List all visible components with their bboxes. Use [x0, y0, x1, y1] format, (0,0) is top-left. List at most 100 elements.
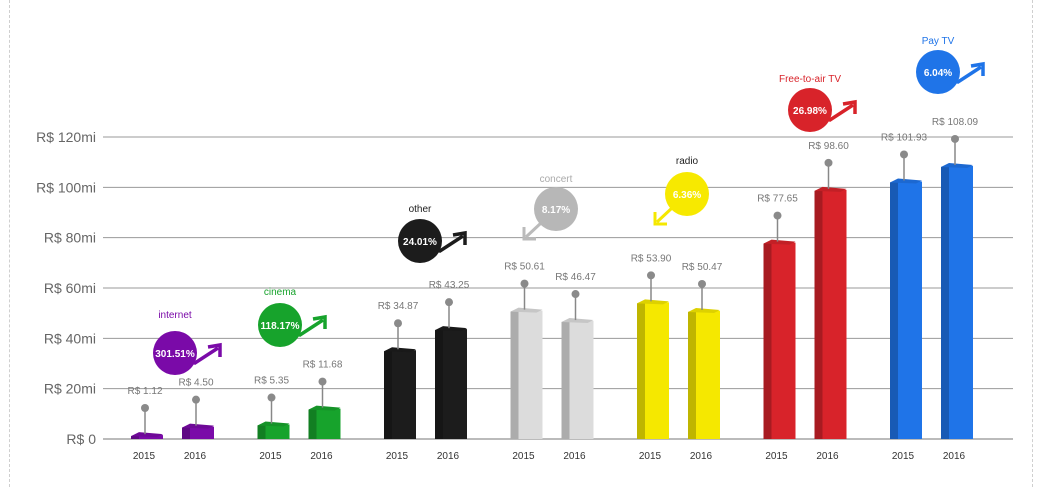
value-label: R$ 4.50 [178, 378, 213, 389]
y-tick-label: R$ 60mi [44, 280, 96, 296]
y-tick-label: R$ 100mi [36, 179, 96, 195]
bar-top [182, 423, 214, 429]
bar-side [814, 187, 823, 439]
value-pin-dot [900, 150, 908, 159]
change-percent: 301.51% [155, 349, 195, 360]
value-label: R$ 108.09 [932, 117, 979, 128]
trend-up-arrow-head [207, 342, 222, 357]
bar-top [688, 307, 720, 313]
value-pin-dot [520, 279, 529, 288]
bar-top [890, 178, 922, 184]
change-bubble [153, 331, 197, 375]
value-pin-dot [571, 290, 580, 299]
bar-side [435, 327, 443, 439]
category-label: cinema [264, 287, 297, 298]
trend-down-arrow-head [522, 227, 536, 241]
y-tick-label: R$ 20mi [44, 381, 96, 397]
value-pin-dot [647, 271, 655, 280]
change-bubble [788, 88, 832, 132]
x-tick-label: 2016 [437, 451, 460, 462]
bar [265, 422, 290, 439]
category-label: internet [158, 310, 192, 321]
trend-up-arrow-head [970, 61, 985, 76]
value-pin-dot [267, 393, 276, 402]
x-tick-label: 2016 [690, 451, 713, 462]
bar [569, 319, 594, 439]
bar [771, 240, 796, 439]
value-pin-dot [951, 134, 959, 143]
x-tick-label: 2016 [943, 451, 966, 462]
x-tick-label: 2015 [133, 451, 156, 462]
value-pin-dot [445, 298, 453, 307]
value-label: R$ 34.87 [378, 301, 419, 312]
bar [392, 348, 416, 439]
value-label: R$ 43.25 [429, 280, 470, 291]
trend-down-arrow-head [653, 212, 667, 226]
x-tick-label: 2015 [765, 451, 788, 462]
chart-frame [9, 0, 1033, 487]
y-tick-label: R$ 0 [66, 431, 96, 447]
bar-side [257, 422, 266, 439]
trend-up-arrow-head [842, 99, 857, 114]
bar-top [435, 326, 467, 332]
value-label: R$ 50.47 [682, 262, 723, 273]
value-label: R$ 11.68 [303, 360, 343, 371]
y-tick-label: R$ 80mi [44, 230, 96, 246]
x-tick-label: 2015 [512, 451, 535, 462]
bar [898, 179, 922, 439]
y-tick-label: R$ 120mi [36, 129, 96, 145]
x-tick-label: 2016 [310, 451, 333, 462]
value-pin-dot [141, 404, 149, 412]
x-tick-label: 2015 [892, 451, 915, 462]
bar-side [763, 240, 772, 439]
bar-top [257, 421, 290, 427]
bar-side [890, 179, 898, 439]
bar-top [814, 186, 847, 192]
change-bubble [665, 172, 709, 216]
bar-side [637, 300, 645, 439]
y-tick-label: R$ 40mi [44, 330, 96, 346]
bar [316, 406, 341, 439]
category-label: other [409, 204, 432, 215]
bar-top [384, 347, 416, 353]
bar-side [510, 308, 519, 439]
x-tick-label: 2016 [816, 451, 839, 462]
bar-side [688, 308, 696, 439]
value-label: R$ 5.35 [254, 376, 289, 387]
bar-top [637, 299, 669, 305]
change-bubble [534, 187, 578, 231]
bar-top [763, 239, 796, 245]
change-percent: 6.36% [673, 190, 701, 201]
value-label: R$ 101.93 [881, 132, 928, 143]
value-label: R$ 46.47 [555, 272, 596, 283]
change-percent: 24.01% [403, 237, 437, 248]
bar [949, 163, 973, 439]
bar-top [308, 405, 341, 411]
change-bubble [258, 303, 302, 347]
change-percent: 118.17% [261, 321, 300, 332]
change-bubble [916, 50, 960, 94]
value-pin-dot [394, 319, 402, 328]
bar-top [131, 432, 163, 438]
change-bubble [398, 219, 442, 263]
x-tick-label: 2015 [386, 451, 409, 462]
bar [822, 187, 847, 439]
trend-up-arrow-head [312, 314, 327, 329]
category-label: Free-to-air TV [779, 74, 841, 85]
value-label: R$ 50.61 [504, 262, 545, 273]
category-label: concert [540, 174, 573, 185]
bar-side [182, 424, 190, 439]
bar [696, 308, 720, 439]
bar-top [561, 318, 594, 324]
value-label: R$ 77.65 [757, 194, 798, 205]
value-pin-dot [318, 377, 327, 386]
bar-top [941, 162, 973, 168]
x-tick-label: 2016 [563, 451, 586, 462]
x-tick-label: 2015 [639, 451, 662, 462]
x-tick-label: 2016 [184, 451, 207, 462]
value-label: R$ 98.60 [808, 141, 849, 152]
value-pin-dot [192, 395, 200, 404]
bar-side [561, 319, 570, 439]
x-tick-label: 2015 [259, 451, 282, 462]
